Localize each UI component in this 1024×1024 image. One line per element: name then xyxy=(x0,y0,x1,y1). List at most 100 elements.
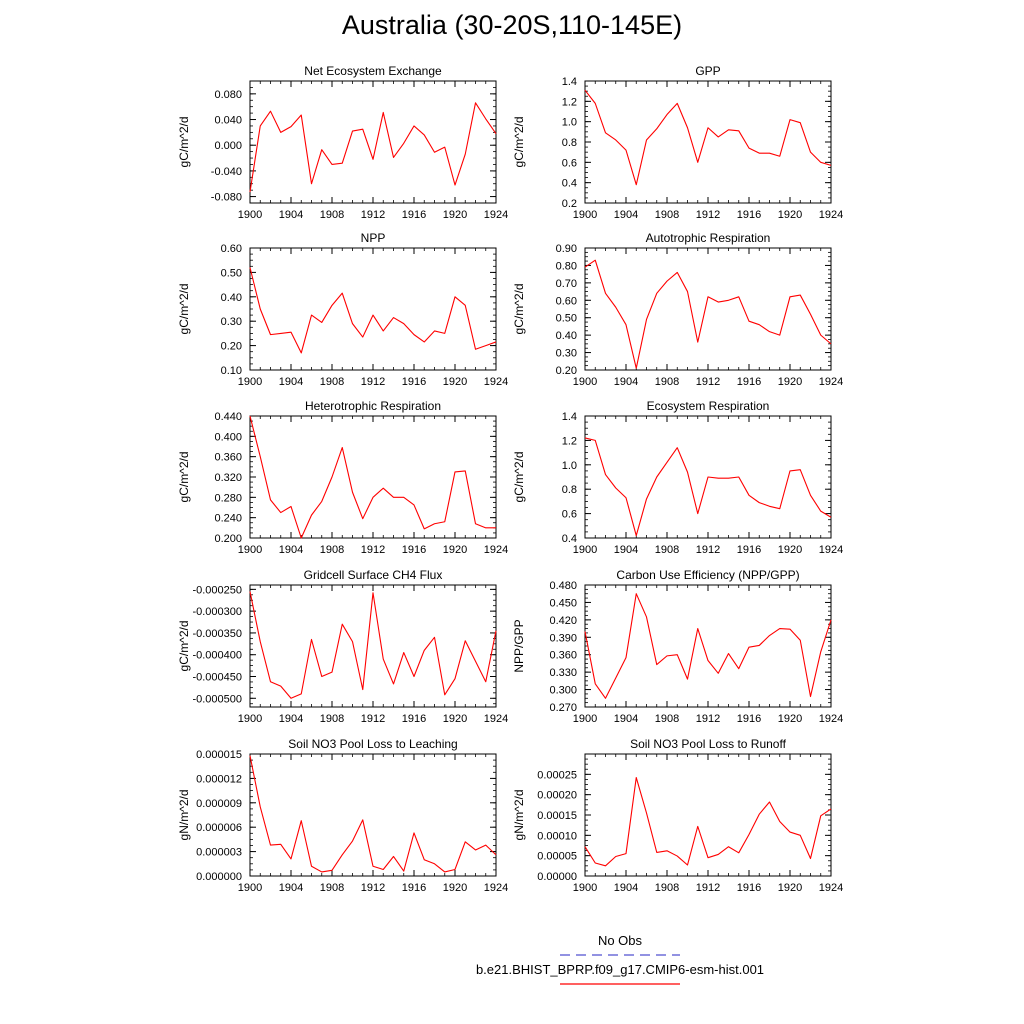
y-tick-label: 1.0 xyxy=(562,460,577,472)
x-tick-label: 1904 xyxy=(614,882,638,894)
panel-title: Ecosystem Respiration xyxy=(647,399,770,413)
panel-1: GPP gC/m^2/d 1900 1904 1908 1912 1916 1920 1924 0… xyxy=(512,64,843,221)
panel-6: Gridcell Surface CH4 Flux gC/m^2/d 1900 190… xyxy=(177,568,508,725)
x-tick-label: 1908 xyxy=(320,376,344,388)
y-tick-label: -0.000350 xyxy=(192,628,242,640)
y-tick-label: 1.4 xyxy=(562,411,577,423)
x-tick-label: 1916 xyxy=(737,209,761,221)
y-tick-label: 0.8 xyxy=(562,137,577,149)
plot-frame xyxy=(249,80,497,204)
x-tick-label: 1908 xyxy=(655,882,679,894)
panel-title: NPP xyxy=(361,231,386,245)
y-axis-label: gC/m^2/d xyxy=(177,452,191,503)
y-tick-label: 0.00015 xyxy=(537,810,577,822)
x-tick-label: 1904 xyxy=(279,376,303,388)
series-line xyxy=(584,437,832,537)
x-tick-label: 1920 xyxy=(443,376,467,388)
x-tick-label: 1908 xyxy=(655,544,679,556)
x-tick-label: 1908 xyxy=(320,544,344,556)
y-tick-label: 0.4 xyxy=(562,178,577,190)
y-tick-label: 0.6 xyxy=(562,509,577,521)
y-tick-label: 0.270 xyxy=(549,702,577,714)
x-tick-label: 1904 xyxy=(614,376,638,388)
x-tick-label: 1904 xyxy=(614,544,638,556)
y-tick-label: 0.420 xyxy=(549,615,577,627)
plot-frame xyxy=(584,80,832,204)
x-tick-label: 1916 xyxy=(402,376,426,388)
x-tick-label: 1924 xyxy=(484,544,508,556)
x-tick-label: 1916 xyxy=(737,376,761,388)
y-axis-label: gN/m^2/d xyxy=(512,790,526,841)
y-axis-label: gC/m^2/d xyxy=(177,621,191,672)
panel-title: Carbon Use Efficiency (NPP/GPP) xyxy=(616,568,799,582)
y-tick-label: 0.000000 xyxy=(196,871,242,883)
y-tick-label: 0.70 xyxy=(556,278,577,290)
x-tick-label: 1920 xyxy=(443,713,467,725)
legend-swatches xyxy=(560,954,680,985)
x-tick-label: 1900 xyxy=(238,713,262,725)
x-tick-label: 1908 xyxy=(320,209,344,221)
x-tick-label: 1904 xyxy=(279,209,303,221)
y-tick-label: -0.000450 xyxy=(192,672,242,684)
plot-frame xyxy=(249,584,497,708)
x-tick-label: 1916 xyxy=(737,882,761,894)
x-tick-label: 1924 xyxy=(819,713,843,725)
legend-model-label: b.e21.BHIST_BPRP.f09_g17.CMIP6-esm-hist.… xyxy=(475,962,765,977)
y-tick-label: 0.000015 xyxy=(196,749,242,761)
series-line xyxy=(584,593,832,699)
y-tick-label: 0.360 xyxy=(549,650,577,662)
y-tick-label: 0.330 xyxy=(549,667,577,679)
panel-2: NPP gC/m^2/d 1900 1904 1908 1912 1916 1920 1924 0… xyxy=(177,231,508,388)
y-tick-label: -0.000400 xyxy=(192,650,242,662)
x-tick-label: 1916 xyxy=(402,544,426,556)
x-tick-label: 1924 xyxy=(819,209,843,221)
x-tick-label: 1916 xyxy=(402,209,426,221)
series-line xyxy=(584,259,832,369)
y-axis-label: NPP/GPP xyxy=(512,619,526,672)
y-tick-label: 0.280 xyxy=(214,492,242,504)
y-tick-label: 0.20 xyxy=(221,341,242,353)
y-tick-label: 0.000 xyxy=(214,140,242,152)
x-tick-label: 1912 xyxy=(361,209,385,221)
y-tick-label: 0.20 xyxy=(556,365,577,377)
series-line xyxy=(249,267,497,354)
y-tick-label: 0.240 xyxy=(214,513,242,525)
panel-title: Net Ecosystem Exchange xyxy=(304,64,442,78)
y-tick-label: 0.320 xyxy=(214,472,242,484)
y-tick-label: 0.000012 xyxy=(196,773,242,785)
series-line xyxy=(584,89,832,186)
page-title: Australia (30-20S,110-145E) xyxy=(341,10,683,40)
x-tick-label: 1912 xyxy=(361,882,385,894)
series-line xyxy=(249,755,497,873)
x-tick-label: 1904 xyxy=(279,544,303,556)
y-tick-label: 0.00010 xyxy=(537,830,577,842)
x-tick-label: 1920 xyxy=(443,544,467,556)
y-tick-label: 0.50 xyxy=(556,313,577,325)
y-tick-label: 0.00020 xyxy=(537,790,577,802)
x-tick-label: 1912 xyxy=(361,376,385,388)
y-tick-label: 0.90 xyxy=(556,243,577,255)
panel-title: Gridcell Surface CH4 Flux xyxy=(304,568,443,582)
y-axis-label: gN/m^2/d xyxy=(177,790,191,841)
y-tick-label: 0.390 xyxy=(549,632,577,644)
y-axis-label: gC/m^2/d xyxy=(512,284,526,335)
x-tick-label: 1904 xyxy=(279,713,303,725)
x-tick-label: 1908 xyxy=(320,882,344,894)
x-tick-label: 1912 xyxy=(696,544,720,556)
plot-frame xyxy=(584,247,832,371)
y-tick-label: 0.000006 xyxy=(196,822,242,834)
y-tick-label: 0.60 xyxy=(556,295,577,307)
plot-frame xyxy=(249,415,497,539)
panel-8: Soil NO3 Pool Loss to Leaching gN/m^2/d 19… xyxy=(177,737,508,894)
x-tick-label: 1912 xyxy=(696,713,720,725)
legend-obs-label: No Obs xyxy=(597,933,643,948)
x-tick-label: 1920 xyxy=(778,376,802,388)
plot-frame xyxy=(584,584,832,708)
y-tick-label: 0.10 xyxy=(221,365,242,377)
y-axis-label: gC/m^2/d xyxy=(512,117,526,168)
y-tick-label: 1.2 xyxy=(562,96,577,108)
y-tick-label: 0.8 xyxy=(562,484,577,496)
x-tick-label: 1912 xyxy=(361,713,385,725)
y-tick-label: 0.30 xyxy=(221,316,242,328)
